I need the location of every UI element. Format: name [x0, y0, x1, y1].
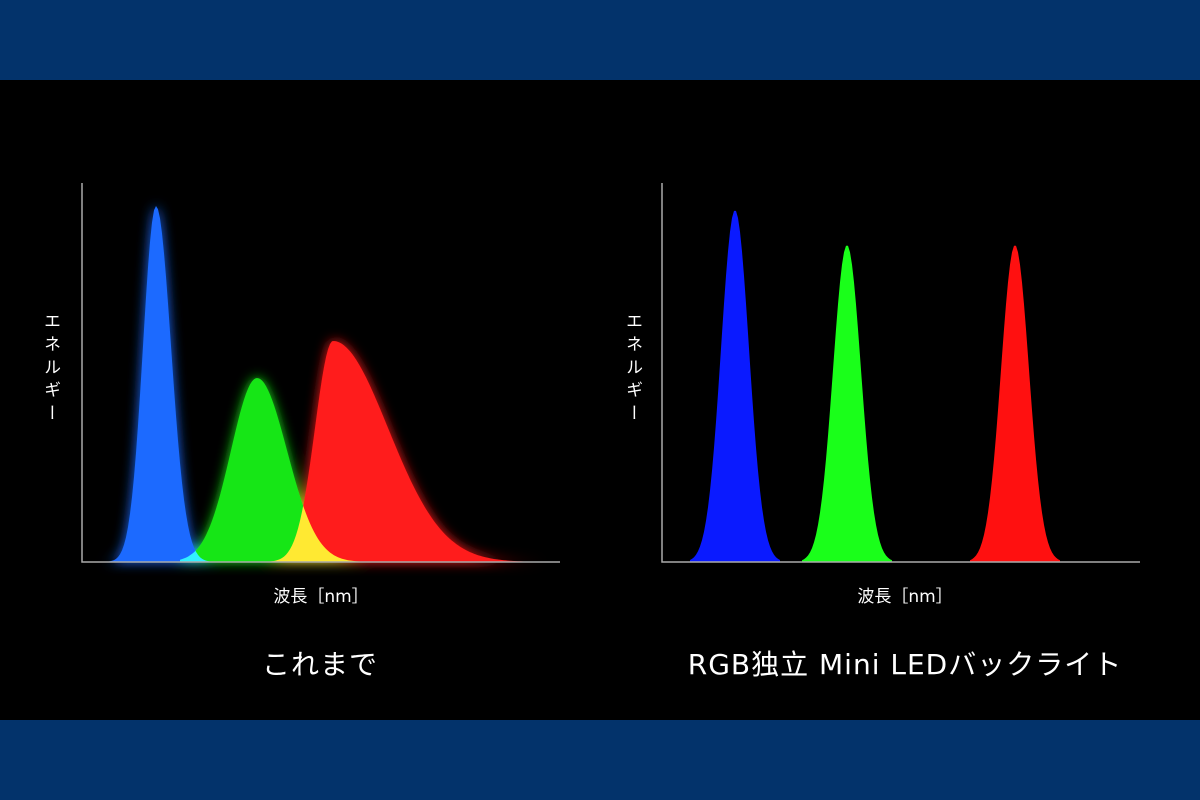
caption: これまで	[261, 648, 378, 681]
rgb-spectrum	[690, 210, 1060, 563]
blue-peak	[690, 210, 780, 562]
red-peak	[270, 341, 540, 562]
green-peak	[802, 245, 892, 563]
caption: RGB独立 Mini LEDバックライト	[687, 648, 1123, 681]
green-peak	[180, 378, 360, 562]
y-axis-label: エネルギー	[40, 312, 60, 427]
blue-peak	[100, 206, 230, 562]
x-axis-label: 波長［nm］	[273, 587, 369, 607]
red-peak	[970, 245, 1060, 563]
top-band	[0, 0, 1200, 80]
bottom-band	[0, 720, 1200, 800]
right-axes	[661, 183, 1140, 563]
x-axis-label: 波長［nm］	[857, 587, 953, 607]
old-spectrum	[100, 206, 540, 562]
left-axes	[81, 183, 560, 563]
y-axis-label: エネルギー	[622, 312, 642, 427]
